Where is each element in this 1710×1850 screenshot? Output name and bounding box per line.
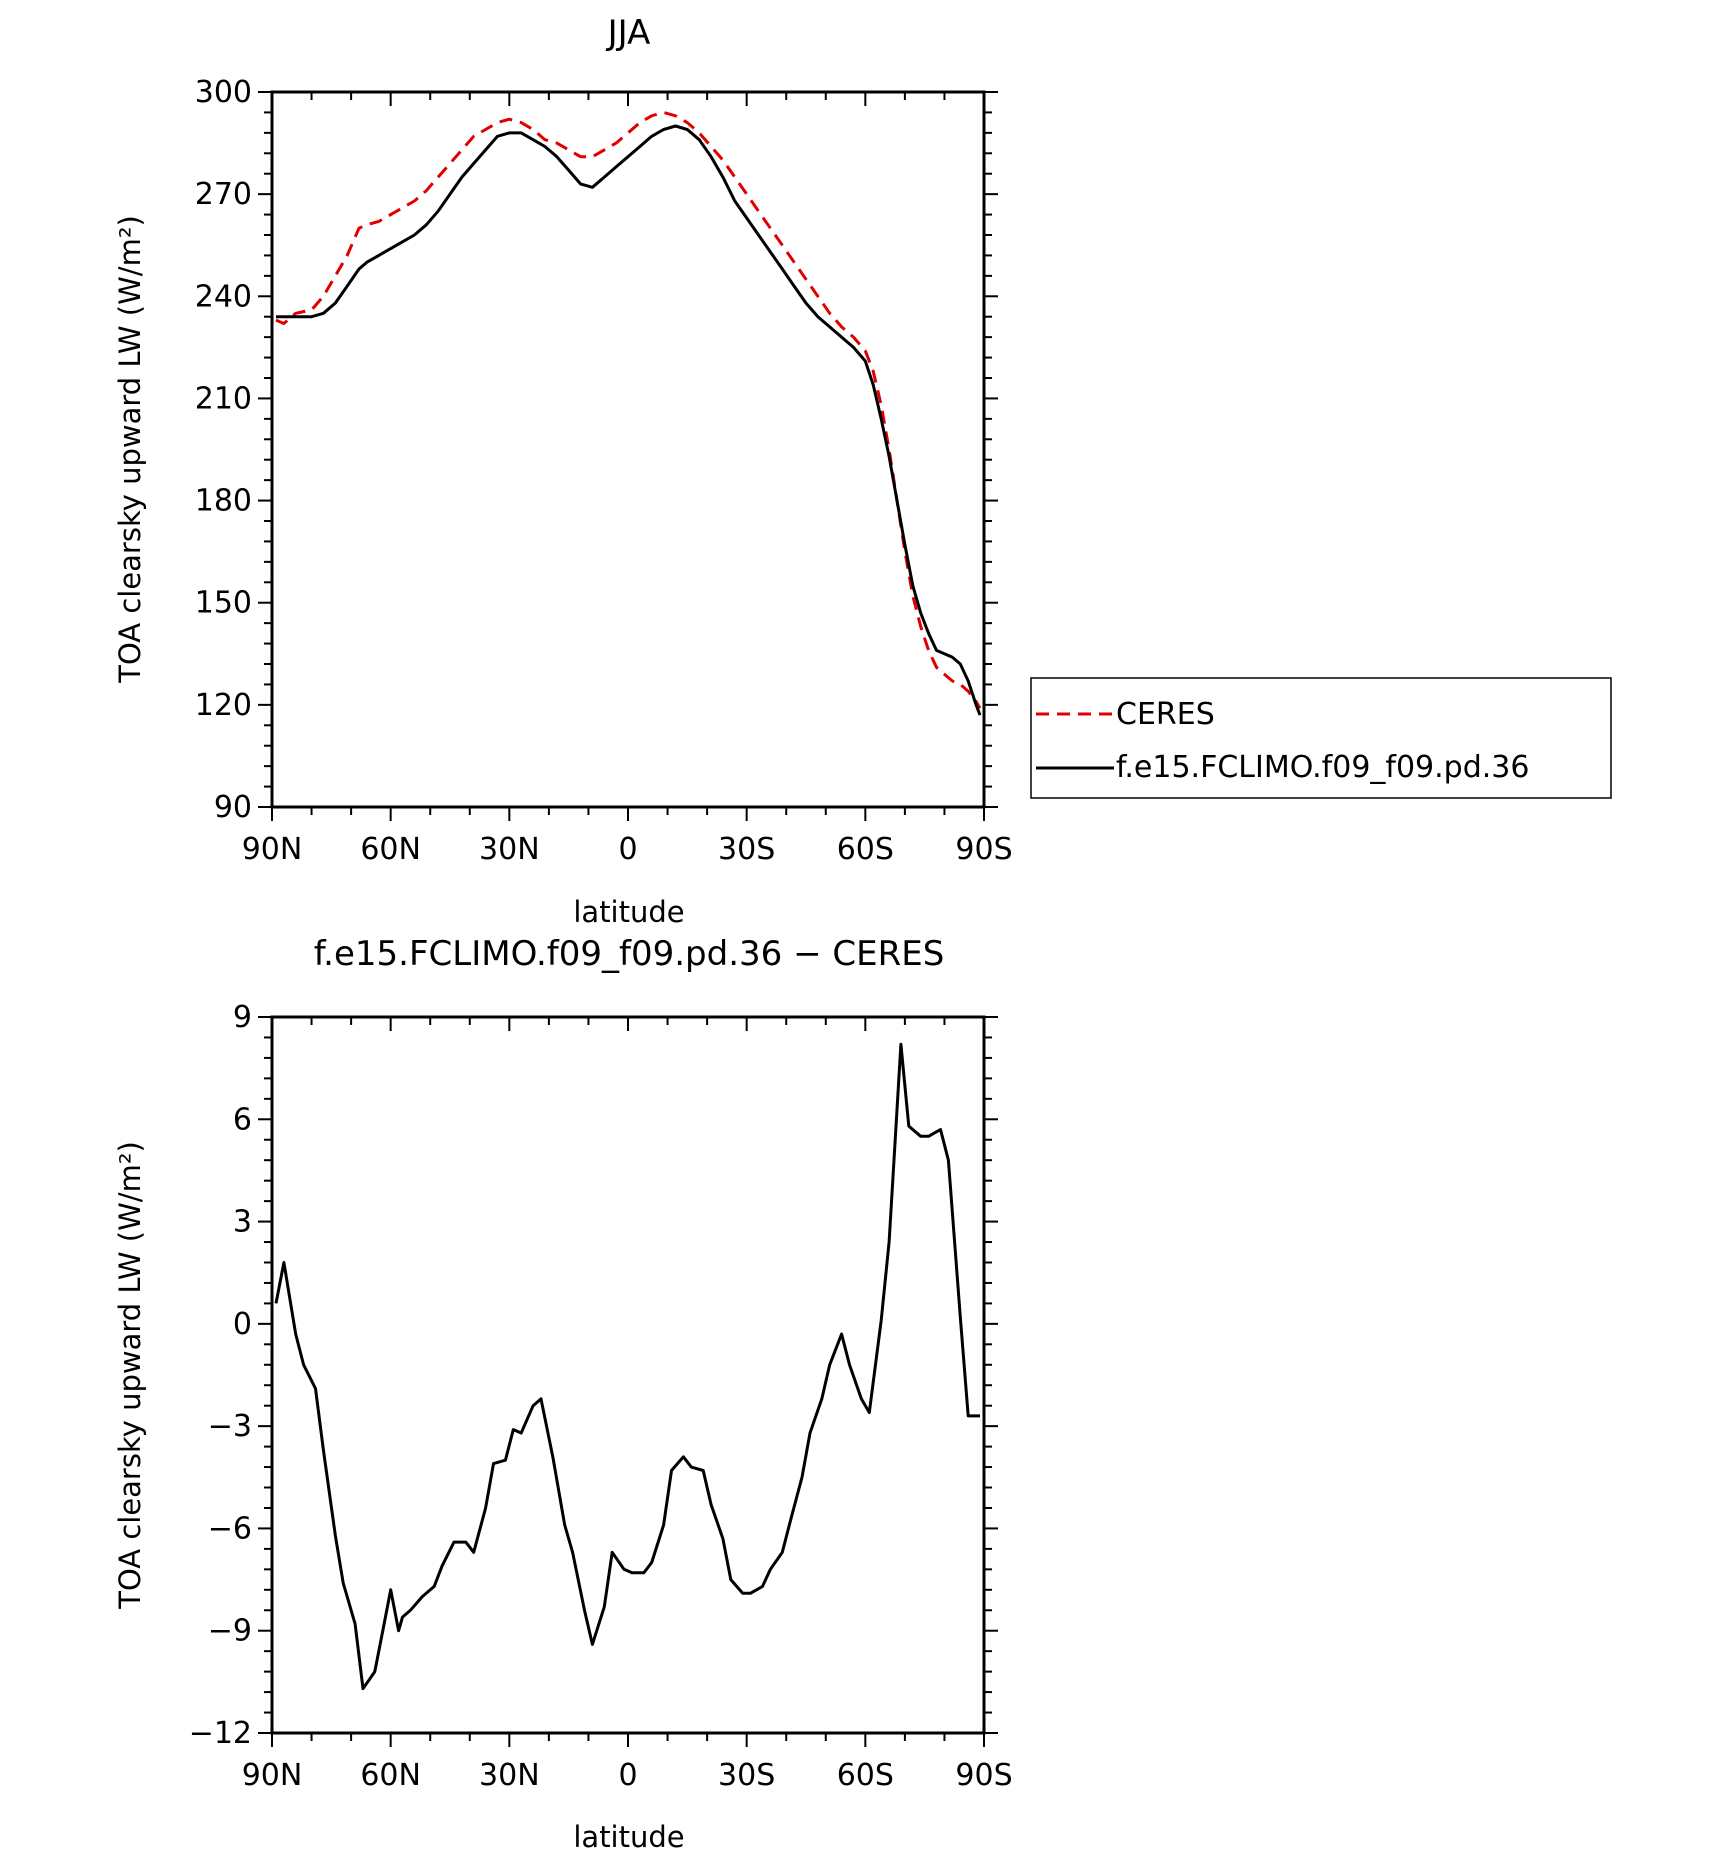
legend-ceres-label: CERES [1116, 697, 1215, 732]
top-y-tick-label: 150 [195, 586, 252, 621]
top-x-tick-label: 30N [479, 832, 540, 867]
bottom-x-tick-label: 60S [837, 1758, 894, 1793]
top-y-tick-label: 210 [195, 381, 252, 416]
top-series-group [275, 110, 982, 716]
bottom-y-axis-label: TOA clearsky upward LW (W/m²) [113, 1141, 147, 1610]
bottom-panel-title: f.e15.FCLIMO.f09_f09.pd.36 − CERES [314, 934, 945, 974]
top-x-tick-label: 90S [955, 832, 1012, 867]
top-panel-title: JJA [606, 13, 651, 53]
bottom-x-tick-label: 0 [618, 1758, 637, 1793]
top-ticks: 90N 60N 30N 0 30S 60S 90S 90 120 150 180 210 240 270 3… [195, 75, 1013, 867]
bottom-series-line-0 [274, 1042, 980, 1691]
legend: CERES f.e15.FCLIMO.f09_f09.pd.36 [1030, 677, 1612, 799]
top-x-tick-label: 60N [360, 832, 421, 867]
top-y-tick-label: 120 [195, 688, 252, 723]
top-y-tick-label: 270 [195, 177, 252, 212]
top-plot-frame [270, 90, 986, 809]
bottom-x-tick-label: 30S [718, 1758, 775, 1793]
bottom-x-tick-label: 90S [955, 1758, 1012, 1793]
top-x-tick-label: 0 [618, 832, 637, 867]
bottom-panel: f.e15.FCLIMO.f09_f09.pd.36 − CERES 90N 60… [113, 934, 1013, 1850]
legend-model-label: f.e15.FCLIMO.f09_f09.pd.36 [1116, 750, 1529, 785]
top-x-axis-label: latitude [573, 895, 684, 929]
bottom-y-tick-label: −3 [208, 1409, 252, 1444]
bottom-x-tick-label: 30N [479, 1758, 540, 1793]
top-series-line-1 [276, 124, 982, 716]
bottom-x-tick-label: 60N [360, 1758, 421, 1793]
bottom-y-tick-label: 9 [233, 1000, 252, 1035]
top-y-tick-label: 90 [214, 790, 252, 825]
bottom-y-tick-label: 6 [233, 1102, 252, 1137]
bottom-y-tick-label: 0 [233, 1307, 252, 1342]
top-y-tick-label: 300 [195, 75, 252, 110]
bottom-y-tick-label: −9 [208, 1614, 252, 1649]
top-x-tick-label: 30S [718, 832, 775, 867]
top-y-tick-label: 180 [195, 484, 252, 519]
bottom-y-tick-label: −6 [208, 1511, 252, 1546]
bottom-plot-frame [270, 1015, 986, 1735]
top-x-tick-label: 60S [837, 832, 894, 867]
bottom-ticks: 90N 60N 30N 0 30S 60S 90S −12 −9 −6 −3 0 3 6 9 [189, 1000, 1013, 1793]
bottom-x-axis-label: latitude [573, 1820, 684, 1850]
bottom-y-tick-label: −12 [189, 1716, 252, 1751]
top-y-tick-label: 240 [195, 279, 252, 314]
bottom-y-tick-label: 3 [233, 1205, 252, 1240]
top-series-line-0 [275, 110, 982, 710]
top-x-tick-label: 90N [242, 832, 303, 867]
top-panel: JJA 90N 60N 30N 0 30S 60S 90S 90 120 150 180 210 240… [113, 13, 1612, 929]
bottom-series-group [274, 1042, 980, 1691]
legend-box [1030, 677, 1612, 799]
top-y-axis-label: TOA clearsky upward LW (W/m²) [113, 215, 147, 684]
bottom-x-tick-label: 90N [242, 1758, 303, 1793]
